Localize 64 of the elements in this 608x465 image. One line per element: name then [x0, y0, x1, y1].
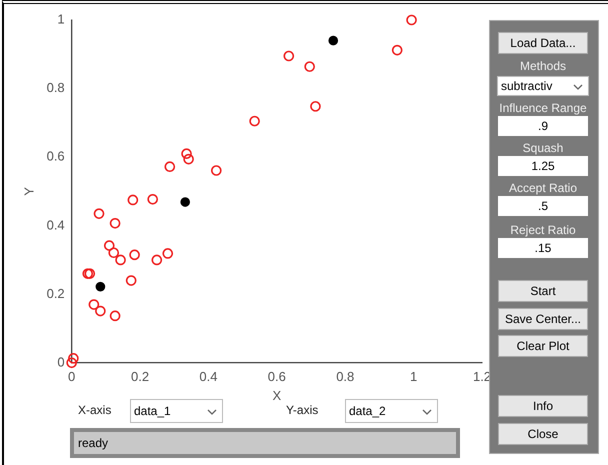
text: subtractiv	[501, 79, 552, 93]
y-tick-label: 0.4	[46, 217, 65, 232]
x-tick-label: 1	[410, 369, 418, 384]
y-tick-label: 0.6	[46, 148, 65, 164]
point	[68, 353, 79, 364]
point	[128, 194, 138, 206]
y-tick-label: 0.8	[46, 80, 65, 96]
point	[147, 194, 158, 205]
point	[152, 254, 162, 266]
text: Info	[532, 399, 553, 413]
point	[406, 14, 417, 26]
point	[110, 310, 120, 322]
point	[129, 250, 140, 260]
x-tick-label: 0	[68, 369, 76, 384]
point	[126, 275, 136, 286]
point	[164, 161, 176, 172]
x-axis-title: X	[272, 388, 282, 403]
text: data_2	[349, 404, 386, 418]
point	[211, 165, 222, 176]
y-tick-label: 1	[57, 12, 65, 27]
text: .15	[534, 241, 552, 255]
text: X-axis	[78, 403, 112, 417]
point	[310, 101, 321, 112]
text: Save Center...	[504, 312, 582, 326]
x-tick-label: 0.2	[131, 369, 150, 384]
point	[110, 218, 120, 229]
text: Accept Ratio	[508, 181, 578, 195]
point	[96, 282, 106, 292]
text: Methods	[520, 59, 566, 73]
text: 1.25	[531, 159, 555, 173]
point	[249, 116, 260, 126]
text: .9	[538, 119, 548, 133]
y-axis-title: Y	[21, 186, 36, 196]
point	[162, 248, 174, 259]
point	[88, 299, 100, 310]
text: Load Data...	[510, 36, 576, 50]
x-tick-label: 0.8	[336, 369, 354, 384]
point	[328, 36, 338, 46]
text: Influence Range	[499, 101, 587, 115]
x-tick-label: 0.6	[268, 369, 286, 384]
point	[181, 148, 192, 159]
point	[66, 358, 77, 368]
point	[392, 44, 402, 56]
point	[95, 306, 106, 316]
point	[104, 240, 115, 251]
text: data_1	[134, 404, 171, 418]
point	[115, 254, 126, 266]
y-tick-label: 0.2	[46, 286, 65, 301]
point	[94, 208, 104, 219]
x-tick-label: 0.4	[199, 369, 218, 384]
point	[108, 247, 120, 258]
text: Squash	[522, 141, 564, 155]
text: Start	[530, 284, 556, 298]
text: ready	[78, 436, 108, 450]
point	[304, 61, 315, 72]
text: Close	[528, 427, 558, 441]
point	[284, 50, 294, 62]
text: Reject Ratio	[510, 223, 576, 237]
text: .5	[538, 199, 548, 213]
point	[183, 154, 194, 164]
text: Y-axis	[286, 403, 318, 417]
text: Clear Plot	[516, 339, 570, 353]
point	[180, 197, 190, 207]
y-tick-label: 0	[57, 354, 65, 370]
